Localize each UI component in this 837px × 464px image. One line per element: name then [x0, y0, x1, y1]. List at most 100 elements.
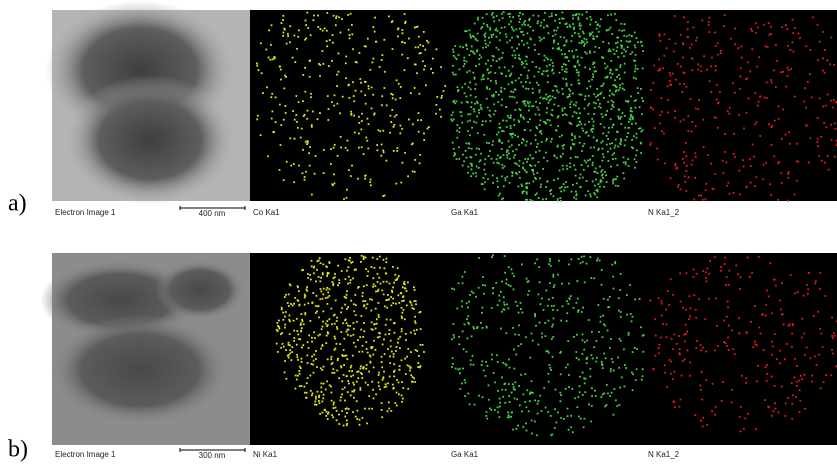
element-dot	[799, 411, 801, 413]
element-dot	[334, 94, 336, 96]
element-dot	[461, 383, 463, 385]
element-dot	[320, 348, 322, 350]
element-dot	[344, 304, 346, 306]
element-dot	[328, 108, 330, 110]
element-dot	[741, 57, 743, 59]
element-dot	[685, 333, 687, 335]
element-dot	[385, 334, 387, 336]
element-dot	[491, 359, 493, 361]
element-dot	[288, 357, 290, 359]
element-dot	[510, 125, 512, 127]
element-dot	[423, 351, 425, 353]
element-dot	[346, 375, 348, 377]
element-dot	[821, 160, 823, 162]
element-dot	[352, 81, 354, 83]
element-dot	[486, 418, 488, 420]
element-dot	[751, 272, 753, 274]
element-dot	[583, 426, 585, 428]
element-dot	[705, 379, 707, 381]
element-dot	[464, 30, 466, 32]
element-dot	[792, 41, 794, 43]
element-dot	[483, 169, 485, 171]
element-dot	[773, 69, 775, 71]
element-dot	[482, 307, 484, 309]
element-dot	[353, 115, 355, 117]
element-dot	[700, 389, 702, 391]
element-dot	[471, 148, 473, 150]
element-dot	[551, 15, 553, 17]
element-dot	[625, 51, 627, 53]
element-dot	[574, 137, 576, 139]
element-dot	[325, 342, 327, 344]
element-dot	[536, 434, 538, 436]
element-dot	[412, 123, 414, 125]
element-dot	[279, 169, 281, 171]
element-dot	[297, 359, 299, 361]
element-dot	[307, 142, 309, 144]
element-dot	[401, 395, 403, 397]
element-dot	[576, 406, 578, 408]
element-dot	[771, 376, 773, 378]
element-dot	[332, 281, 334, 283]
element-dot	[292, 110, 294, 112]
element-dot	[604, 325, 606, 327]
element-dot	[497, 361, 499, 363]
element-dot	[499, 193, 501, 195]
element-dot	[301, 385, 303, 387]
element-dot	[751, 48, 753, 50]
element-dot	[596, 340, 598, 342]
element-dot	[657, 159, 659, 161]
element-dot	[387, 382, 389, 384]
element-dot	[600, 316, 602, 318]
element-dot	[536, 126, 538, 128]
element-dot	[526, 187, 528, 189]
element-dot	[554, 284, 556, 286]
element-dot	[598, 331, 600, 333]
element-dot	[341, 354, 343, 356]
element-dot	[680, 121, 682, 123]
element-dot	[602, 116, 604, 118]
element-dot	[520, 343, 522, 345]
element-dot	[386, 258, 388, 260]
element-dot	[616, 50, 618, 52]
element-dot	[588, 95, 590, 97]
element-dot	[528, 47, 530, 49]
element-dot	[566, 114, 568, 116]
element-dot	[531, 420, 533, 422]
element-dot	[529, 101, 531, 103]
element-dot	[783, 324, 785, 326]
element-dot	[392, 298, 394, 300]
element-dot	[510, 285, 512, 287]
element-dot	[672, 73, 674, 75]
element-dot	[632, 373, 634, 375]
element-dot	[374, 17, 376, 19]
element-dot	[481, 361, 483, 363]
element-dot	[817, 59, 819, 61]
element-dot	[548, 32, 550, 34]
element-dot	[664, 163, 666, 165]
element-dot	[578, 258, 580, 260]
element-dot	[478, 58, 480, 60]
element-dot	[320, 291, 322, 293]
element-dot	[534, 315, 536, 317]
element-dot	[535, 134, 537, 136]
element-dot	[403, 300, 405, 302]
element-dot	[404, 42, 406, 44]
element-dot	[384, 87, 386, 89]
element-dot	[477, 40, 479, 42]
element-dot	[806, 125, 808, 127]
element-dot	[336, 326, 338, 328]
element-dot	[630, 119, 632, 121]
element-dot	[512, 82, 514, 84]
element-dot	[357, 287, 359, 289]
element-dot	[523, 162, 525, 164]
element-dot	[720, 270, 722, 272]
element-dot	[569, 298, 571, 300]
element-dot	[664, 372, 666, 374]
element-dot	[524, 67, 526, 69]
element-dot	[632, 316, 634, 318]
element-dot	[655, 335, 657, 337]
element-dot	[326, 381, 328, 383]
element-dot	[297, 356, 299, 358]
element-dot	[297, 299, 299, 301]
